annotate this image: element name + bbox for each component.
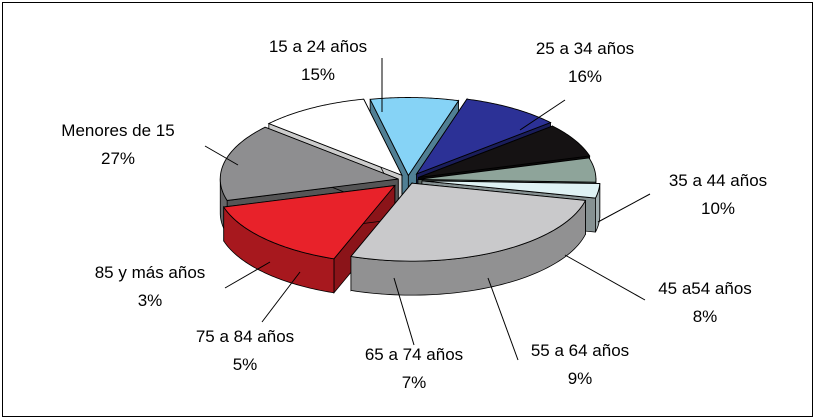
slice-label: 65 a 74 años — [365, 345, 463, 364]
slice-label: 45 a54 años — [658, 279, 752, 298]
leader-line-9 — [204, 145, 239, 166]
slice-label: Menores de 15 — [61, 121, 174, 140]
slice-label: 15 a 24 años — [269, 37, 367, 56]
slice-value-label: 16% — [568, 67, 602, 86]
slice-value-label: 7% — [402, 373, 427, 392]
slice-label: 55 a 64 años — [531, 341, 629, 360]
leader-line-6 — [393, 277, 415, 346]
leader-line-8 — [224, 261, 271, 289]
leader-line-2 — [519, 99, 566, 131]
pie-slice-9 — [350, 182, 587, 296]
slice-value-label: 3% — [138, 291, 163, 310]
slice-value-label: 27% — [101, 149, 135, 168]
slice-value-label: 10% — [701, 199, 735, 218]
leader-line-7 — [261, 271, 301, 323]
slice-label: 35 a 44 años — [669, 171, 767, 190]
slice-label: 85 y más años — [95, 263, 206, 282]
slice-value-label: 15% — [301, 65, 335, 84]
slice-value-label: 9% — [568, 369, 593, 388]
leader-line-3 — [597, 193, 651, 223]
leader-line-5 — [487, 277, 519, 361]
slice-value-label: 5% — [233, 355, 258, 374]
slice-value-label: 8% — [693, 307, 718, 326]
slice-label: 75 a 84 años — [196, 327, 294, 346]
slice-label: 25 a 34 años — [536, 39, 634, 58]
leader-line-4 — [564, 254, 646, 301]
